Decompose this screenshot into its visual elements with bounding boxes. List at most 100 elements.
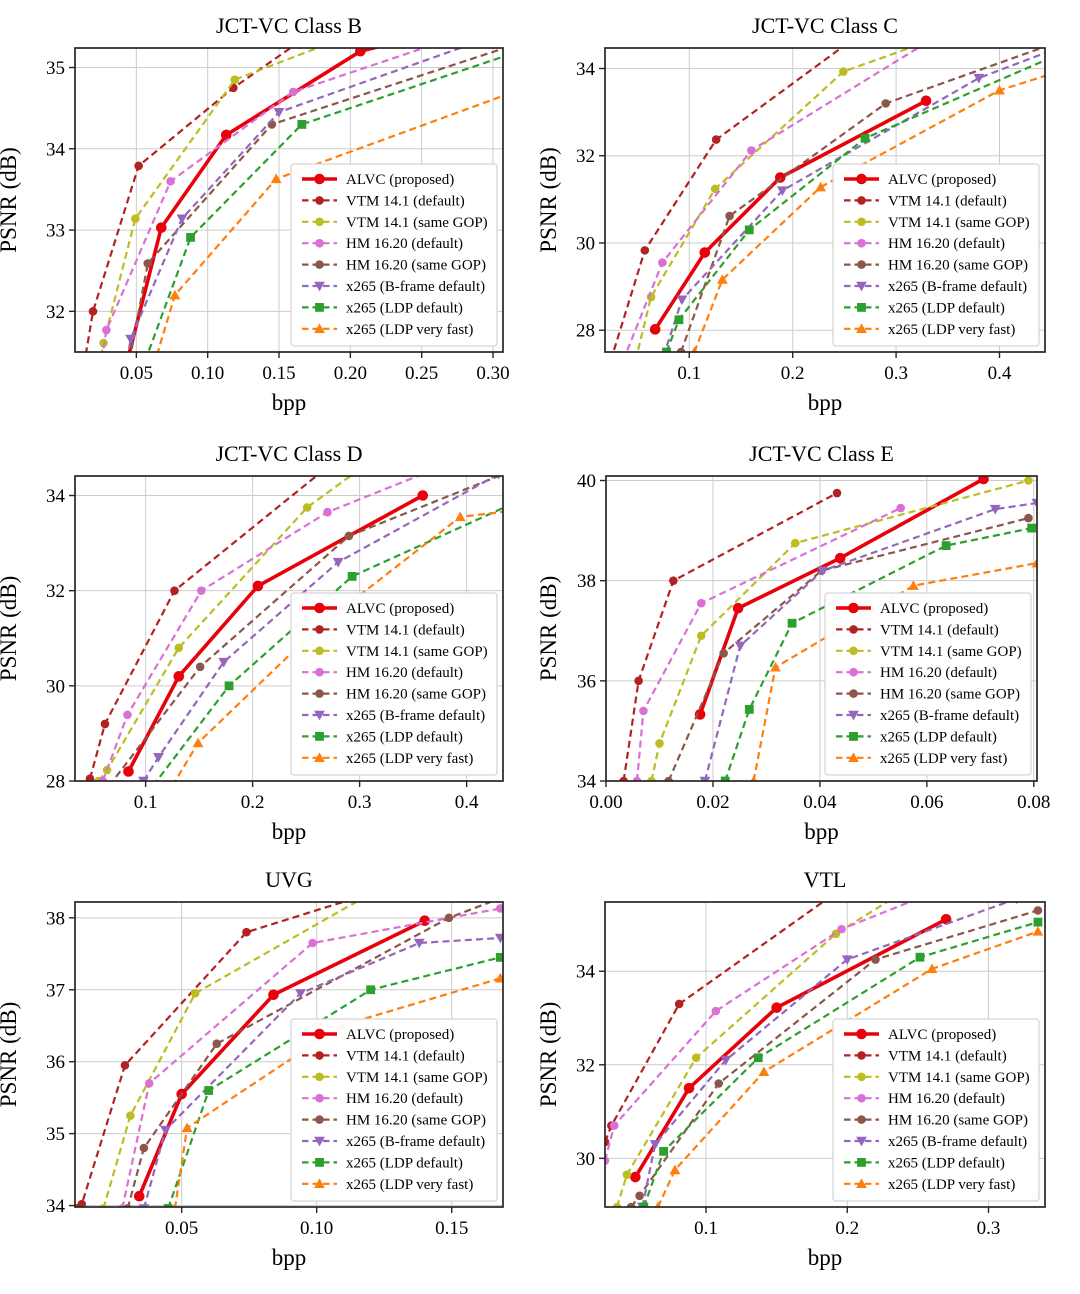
data-point-marker	[699, 247, 711, 258]
data-point-marker	[694, 709, 706, 720]
legend-entry: VTM 14.1 (default)	[302, 622, 465, 638]
legend-entry: x265 (B-frame default)	[302, 279, 485, 295]
legend-entry-label: HM 16.20 (same GOP)	[346, 258, 486, 274]
data-point-marker	[196, 586, 206, 595]
legend-entry: HM 16.20 (same GOP)	[302, 258, 486, 274]
legend-entry: x265 (LDP default)	[844, 300, 1005, 316]
data-point-marker	[1047, 40, 1056, 49]
data-point-marker	[315, 646, 324, 656]
data-point-marker	[676, 347, 686, 352]
data-point-marker	[915, 952, 925, 962]
data-point-marker	[366, 985, 376, 995]
legend-entry-label: HM 16.20 (same GOP)	[346, 1113, 486, 1129]
data-point-marker	[732, 602, 744, 614]
data-point-marker	[149, 781, 158, 790]
legend-entry-label: x265 (LDP very fast)	[346, 1177, 473, 1193]
legend-entry-label: ALVC (proposed)	[346, 172, 454, 188]
data-point-marker	[143, 259, 153, 268]
data-point-marker	[744, 704, 754, 714]
data-point-marker	[89, 396, 98, 405]
legend-entry-label: HM 16.20 (default)	[880, 665, 997, 681]
data-point-marker	[295, 989, 306, 999]
data-point-marker	[473, 37, 484, 47]
x-tick-label: 0.1	[677, 363, 701, 384]
legend-entry-label: x265 (LDP very fast)	[888, 322, 1015, 338]
data-point-marker	[344, 531, 354, 541]
legend-entry: VTM 14.1 (default)	[844, 1048, 1007, 1064]
data-point-marker	[1024, 513, 1033, 523]
data-point-marker	[173, 671, 185, 682]
x-tick-label: 0.2	[241, 792, 265, 813]
y-tick-label: 34	[46, 139, 66, 160]
series-line-hm-16-20-same-gop-	[111, 476, 502, 781]
data-point-marker	[302, 503, 312, 512]
data-point-marker	[102, 325, 111, 335]
data-point-marker	[393, 874, 402, 883]
chart-title: JCT-VC Class B	[216, 13, 362, 38]
data-point-marker	[857, 1158, 866, 1167]
data-point-marker	[1057, 49, 1066, 58]
data-point-marker	[186, 232, 195, 242]
data-point-marker	[268, 989, 279, 1001]
data-point-marker	[315, 667, 324, 677]
data-point-marker	[973, 73, 985, 84]
series-line-hm-16-20-default-	[605, 902, 913, 1161]
data-point-marker	[134, 161, 143, 171]
y-axis-label: PSNR (dB)	[0, 147, 21, 252]
legend-entry: HM 16.20 (default)	[302, 1091, 463, 1107]
series-line-vtm-14-1-same-gop-	[100, 48, 321, 352]
data-point-marker	[126, 1111, 135, 1120]
data-point-marker	[160, 1125, 171, 1136]
series-line-x265-ldp-very-fast-	[693, 74, 1045, 352]
data-point-marker	[632, 776, 642, 781]
legend-entry-label: ALVC (proposed)	[346, 1027, 454, 1043]
y-axis-label: PSNR (dB)	[0, 1002, 21, 1107]
legend: ALVC (proposed) VTM 14.1 (default) VTM 14.…	[832, 1018, 1040, 1202]
data-point-marker	[224, 681, 234, 691]
series-line-alvc-proposed-	[633, 917, 947, 1179]
series-line-vtm-14-1-default-	[612, 48, 843, 352]
legend-entry: ALVC (proposed)	[844, 172, 996, 188]
legend-entry: x265 (B-frame default)	[836, 708, 1019, 724]
data-point-marker	[176, 214, 188, 225]
y-tick-label: 35	[46, 1124, 65, 1145]
data-point-marker	[494, 933, 503, 944]
data-point-marker	[669, 1164, 681, 1175]
x-tick-label: 0.3	[977, 1218, 1001, 1239]
legend-entry-label: HM 16.20 (same GOP)	[880, 687, 1020, 703]
data-point-marker	[647, 776, 656, 781]
data-point-marker	[170, 586, 179, 595]
y-tick-label: 32	[46, 581, 65, 602]
data-point-marker	[857, 217, 866, 227]
data-point-marker	[496, 904, 503, 913]
data-point-marker	[273, 108, 285, 118]
data-point-marker	[860, 133, 870, 143]
y-tick-label: 40	[577, 471, 596, 492]
x-axis-label: bpp	[808, 1245, 843, 1270]
legend-entry-label: x265 (B-frame default)	[888, 1134, 1027, 1150]
data-point-marker	[391, 48, 396, 49]
chart-title: JCT-VC Class E	[749, 441, 894, 466]
data-point-marker	[655, 739, 664, 748]
chart-uvg: 0.05 0.10 0.15 34 35 36 37 38 UVG bpp PSNR (dB) ALV…	[0, 867, 504, 1270]
data-point-marker	[192, 737, 204, 748]
series-line-x265-ldp-very-fast-	[173, 977, 501, 1207]
data-point-marker	[734, 641, 746, 652]
legend-entry: HM 16.20 (same GOP)	[836, 687, 1020, 703]
data-point-marker	[857, 238, 866, 248]
data-point-marker	[515, 504, 526, 514]
data-point-marker	[856, 1136, 867, 1147]
legend-box	[824, 592, 1032, 776]
data-point-marker	[753, 1053, 763, 1063]
data-point-marker	[839, 67, 848, 76]
data-point-marker	[125, 334, 137, 345]
legend-entry: x265 (LDP very fast)	[302, 322, 473, 338]
data-point-marker	[190, 989, 200, 998]
data-point-marker	[817, 566, 828, 577]
data-point-marker	[174, 643, 184, 653]
legend-entry: HM 16.20 (same GOP)	[844, 258, 1028, 274]
series-line-alvc-proposed-	[137, 919, 426, 1197]
data-point-marker	[138, 776, 149, 781]
data-point-marker	[978, 476, 989, 485]
data-point-marker	[315, 238, 324, 248]
